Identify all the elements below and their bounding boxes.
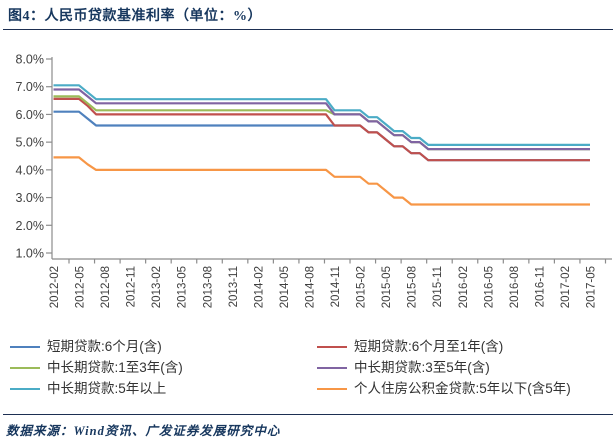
legend-marker-icon — [317, 345, 347, 349]
chart-legend: 短期贷款:6个月(含) 短期贷款:6个月至1年(含) 中长期贷款:1至3年(含) 中长… — [10, 339, 610, 397]
legend-marker-icon — [317, 366, 347, 370]
x-tick-label: 2017-02 — [560, 266, 572, 308]
legend-item-5: 个人住房公积金贷款:5年以下(含5年) — [317, 381, 610, 397]
series-line-4 — [53, 84, 590, 146]
series-line-0 — [53, 110, 590, 162]
x-tick-label: 2016-11 — [534, 266, 546, 307]
legend-label: 个人住房公积金贷款:5年以下(含5年) — [354, 381, 571, 397]
legend-item-1: 短期贷款:6个月至1年(含) — [317, 339, 610, 355]
series-line-3 — [53, 88, 590, 151]
x-tick-label: 2012-02 — [49, 266, 61, 308]
legend-item-0: 短期贷款:6个月(含) — [10, 339, 317, 355]
y-tick-label: 4.0% — [16, 163, 45, 177]
x-tick-label: 2014-11 — [330, 266, 342, 307]
y-tick-label: 8.0% — [16, 53, 45, 67]
y-tick-label: 2.0% — [16, 219, 45, 233]
legend-marker-icon — [317, 387, 347, 391]
x-tick-label: 2015-05 — [381, 266, 393, 308]
series-line-5 — [53, 156, 590, 206]
figure-title: 图4：人民币贷款基准利率（单位：%） — [8, 9, 262, 24]
y-tick-label: 7.0% — [16, 80, 45, 94]
x-tick-label: 2016-05 — [483, 266, 495, 308]
y-tick-label: 6.0% — [16, 108, 45, 122]
series-line-1 — [53, 97, 590, 162]
x-tick-label: 2012-11 — [126, 266, 138, 307]
title-divider — [3, 29, 613, 30]
data-source-note: 数据来源：Wind资讯、广发证券发展研究中心 — [6, 424, 281, 438]
y-tick-label: 5.0% — [16, 136, 45, 150]
x-tick-label: 2013-08 — [202, 266, 214, 308]
legend-label: 短期贷款:6个月(含) — [47, 339, 162, 355]
legend-item-2: 中长期贷款:1至3年(含) — [10, 360, 317, 376]
legend-label: 中长期贷款:3至5年(含) — [354, 360, 490, 376]
x-tick-label: 2017-05 — [586, 266, 598, 308]
x-tick-label: 2012-08 — [100, 266, 112, 308]
x-tick-label: 2013-02 — [151, 266, 163, 308]
footer-divider — [3, 414, 613, 415]
x-tick-label: 2015-02 — [356, 266, 368, 308]
x-tick-label: 2013-11 — [228, 266, 240, 307]
rate-line-chart: 8.0% 7.0% 6.0% 5.0% 4.0% 3.0% 2.0% 1.0% 2012-02 2… — [16, 53, 612, 308]
x-tick-label: 2014-08 — [304, 266, 316, 308]
legend-label: 中长期贷款:5年以上 — [47, 381, 167, 397]
y-tick-label: 1.0% — [16, 247, 45, 261]
x-tick-label: 2014-02 — [253, 266, 265, 308]
legend-item-4: 中长期贷款:5年以上 — [10, 381, 317, 397]
x-tick-label: 2016-08 — [509, 266, 521, 308]
legend-label: 中长期贷款:1至3年(含) — [47, 360, 183, 376]
x-tick-label: 2013-05 — [177, 266, 189, 308]
x-tick-label: 2014-05 — [279, 266, 291, 308]
legend-marker-icon — [10, 366, 40, 370]
legend-marker-icon — [10, 345, 40, 349]
y-tick-label: 3.0% — [16, 191, 45, 205]
x-tick-label: 2016-02 — [458, 266, 470, 308]
x-tick-label: 2012-05 — [75, 266, 87, 308]
x-tick-label: 2015-11 — [432, 266, 444, 307]
legend-item-3: 中长期贷款:3至5年(含) — [317, 360, 610, 376]
legend-label: 短期贷款:6个月至1年(含) — [354, 339, 504, 355]
x-tick-label: 2015-08 — [407, 266, 419, 308]
legend-marker-icon — [10, 387, 40, 391]
